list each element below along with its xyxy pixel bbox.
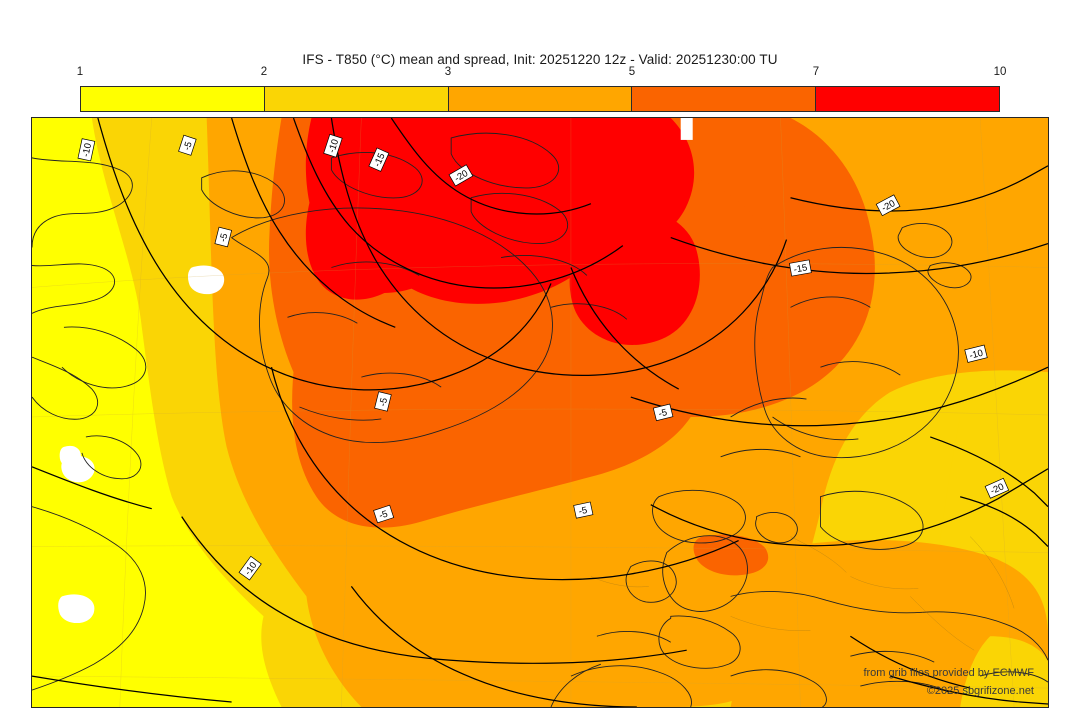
svg-text:-15: -15 xyxy=(793,262,808,275)
svg-text:-5: -5 xyxy=(182,140,195,151)
svg-text:-5: -5 xyxy=(578,505,589,518)
contour-label--5-mid: -5 xyxy=(214,226,233,248)
contour--20-b xyxy=(790,165,1048,212)
contour-label--5-nsea: -5 xyxy=(652,403,674,422)
contour--5-h xyxy=(850,635,971,689)
colorbar-tick-3: 5 xyxy=(628,66,636,78)
contour--20-c xyxy=(960,496,1048,547)
map-data-gap-nw xyxy=(187,265,225,295)
contour--10-d xyxy=(181,516,687,664)
contour--5-f xyxy=(32,675,232,703)
contour-label--5-brit: -5 xyxy=(573,501,594,519)
svg-text:-5: -5 xyxy=(377,397,390,408)
svg-text:-10: -10 xyxy=(327,138,342,154)
spread-fill-5-7-ce xyxy=(693,534,769,576)
coastlines xyxy=(32,132,1048,707)
contour-label--10-top: -10 xyxy=(323,133,343,158)
svg-text:-5: -5 xyxy=(657,407,668,420)
colorbar-tick-5: 10 xyxy=(993,66,1007,78)
svg-text:-15: -15 xyxy=(372,152,388,169)
contour--15-a xyxy=(292,118,624,289)
svg-text:-5: -5 xyxy=(218,232,231,243)
country-borders xyxy=(590,536,1015,651)
colorbar-tick-1: 2 xyxy=(260,66,268,78)
contour-label--15-ne: -15 xyxy=(789,259,812,277)
contour--5-b xyxy=(330,118,788,376)
contour-label--20-se: -20 xyxy=(984,477,1010,499)
colorbar-segment-2-3 xyxy=(264,87,449,111)
contour-label--5-south: -5 xyxy=(373,504,395,524)
contour-label--10-east: -10 xyxy=(964,344,988,363)
colorbar-tick-labels: 1 2 3 5 7 10 xyxy=(76,66,1007,82)
svg-text:-20: -20 xyxy=(989,481,1006,497)
weather-map: -10 -5 -10 -15 -20 -5 xyxy=(31,117,1049,708)
contour--5-a xyxy=(231,118,396,328)
data-source-credit: from grib files provided by ECMWF xyxy=(863,667,1034,679)
contour--5-c xyxy=(270,367,739,581)
colorbar-segment-3-5 xyxy=(448,87,633,111)
colorbar-segment-7-10 xyxy=(816,87,999,111)
svg-text:-5: -5 xyxy=(378,509,389,522)
map-canvas: -10 -5 -10 -15 -20 -5 xyxy=(32,118,1048,707)
copyright-credit: ©2025 sbgrifizone.net xyxy=(926,685,1034,697)
colorbar-segment-5-7 xyxy=(632,87,817,111)
contour--15-c xyxy=(630,366,1048,427)
spread-fill-7-10-se xyxy=(312,144,468,293)
contour-label--10-left: -10 xyxy=(77,138,96,162)
contour--10-c xyxy=(930,436,1048,508)
isotherm-contours xyxy=(32,118,1048,707)
contour-labels: -10 -5 -10 -15 -20 -5 xyxy=(77,133,1010,581)
colorbar-tick-2: 3 xyxy=(444,66,452,78)
map-data-gap-left3 xyxy=(58,594,95,624)
svg-text:-10: -10 xyxy=(968,348,984,362)
contour--5-e xyxy=(350,586,637,707)
contour--10-a xyxy=(97,118,552,391)
colorbar-tick-4: 7 xyxy=(812,66,820,78)
contour--10-e xyxy=(32,466,152,510)
page-title: IFS - T850 (°C) mean and spread, Init: 2… xyxy=(302,52,778,67)
svg-text:-10: -10 xyxy=(81,142,95,158)
map-data-gap-top xyxy=(680,118,693,140)
contour--15-b xyxy=(670,237,1048,275)
contour--5-d xyxy=(650,468,1048,547)
contour--10-b xyxy=(570,267,680,390)
contour-label--15-top: -15 xyxy=(368,147,390,172)
colorbar-tick-0: 1 xyxy=(76,66,84,78)
contour--5-g xyxy=(890,675,1048,705)
contour-label--20-ne: -20 xyxy=(875,194,901,217)
contour-label--5-sw: -5 xyxy=(374,391,392,412)
spread-fill-7-10-iceland xyxy=(569,209,700,346)
contour-label--5-nw: -5 xyxy=(178,134,197,156)
colorbar-segment-1-2 xyxy=(81,87,265,111)
contour-label--20-top: -20 xyxy=(448,164,474,187)
spread-fill-3-5-se xyxy=(730,539,1048,707)
contour--20-a xyxy=(390,118,592,215)
contour-label--10-south: -10 xyxy=(238,555,262,581)
colorbar xyxy=(80,86,1000,112)
